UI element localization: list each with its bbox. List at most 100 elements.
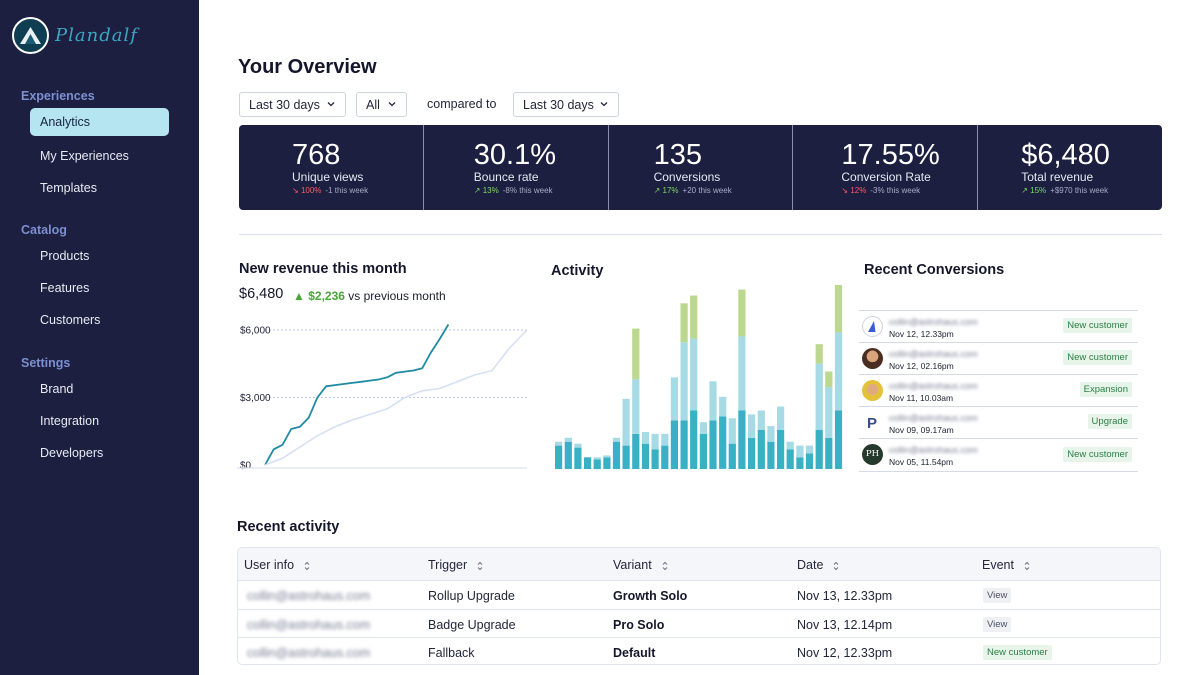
sort-icon: [477, 561, 483, 570]
bar-segment: [777, 406, 785, 430]
revenue-line-chart: $0 $3,000 $6,000: [237, 323, 528, 472]
bar-segment: [584, 457, 592, 469]
sidebar-item-my-experiences[interactable]: My Experiences: [40, 149, 129, 163]
nav-section-settings: Settings: [21, 356, 71, 370]
conversion-email: collin@astrohaus.com: [889, 317, 978, 327]
column-header-date[interactable]: Date: [797, 558, 839, 572]
compare-range-value: Last 30 days: [523, 98, 594, 112]
sort-icon: [834, 561, 839, 570]
stat-delta: 13%: [482, 186, 499, 195]
sidebar-item-customers[interactable]: Customers: [40, 313, 101, 327]
bar-segment: [815, 363, 823, 430]
stat-value: 17.55%: [841, 139, 940, 171]
bar-segment: [805, 445, 814, 454]
cell-trigger: Rollup Upgrade: [428, 589, 515, 603]
avatar: [862, 380, 883, 401]
trend-up-icon: ↗: [1021, 186, 1031, 195]
event-badge: New customer: [983, 645, 1052, 660]
conversion-date: Nov 11, 10.03am: [889, 393, 954, 403]
bar-segment: [564, 441, 572, 469]
column-header-user-info[interactable]: User info: [244, 558, 310, 572]
revenue-delta-suffix: vs previous month: [348, 289, 446, 303]
bar-segment: [612, 441, 621, 469]
nav-section-catalog: Catalog: [21, 223, 67, 237]
bar-segment: [786, 441, 794, 450]
event-badge: View: [983, 588, 1012, 603]
column-header-event[interactable]: Event: [982, 558, 1030, 572]
compared-to-label: compared to: [427, 97, 497, 111]
stat-week: -8% this week: [502, 186, 553, 195]
bar-segment: [719, 416, 727, 469]
bar-segment: [719, 396, 727, 417]
bar-segment: [632, 433, 640, 469]
conversion-row[interactable]: collin@astrohaus.com Nov 12, 02.16pm New…: [859, 342, 1138, 374]
cell-date: Nov 13, 12.33pm: [797, 589, 893, 603]
bar-segment: [815, 344, 823, 364]
conversion-date: Nov 12, 12.33pm: [889, 329, 954, 339]
bar-segment: [834, 332, 843, 411]
revenue-delta-value: $2,236: [308, 289, 345, 303]
stat-delta: 17%: [662, 186, 679, 195]
sidebar-item-templates[interactable]: Templates: [40, 181, 97, 195]
bar-segment: [777, 430, 785, 469]
conversion-email: collin@astrohaus.com: [889, 349, 978, 359]
table-row[interactable]: collin@astrohaus.com Rollup Upgrade Grow…: [238, 581, 1160, 610]
stat-value: $6,480: [1021, 139, 1110, 171]
sidebar-item-analytics[interactable]: Analytics: [30, 108, 169, 136]
brand-logo[interactable]: Plandalf: [12, 17, 138, 54]
conversion-badge: New customer: [1063, 318, 1132, 333]
stat-week: -1 this week: [325, 186, 369, 195]
sidebar-item-developers[interactable]: Developers: [40, 446, 104, 460]
conversion-row[interactable]: P collin@astrohaus.com Nov 09, 09.17am U…: [859, 406, 1138, 438]
compare-range-select[interactable]: Last 30 days: [513, 92, 619, 117]
page-title: Your Overview: [238, 56, 377, 78]
sidebar-item-products[interactable]: Products: [40, 249, 90, 263]
conversion-email: collin@astrohaus.com: [889, 445, 978, 455]
recent-activity-title: Recent activity: [237, 519, 340, 535]
chevron-down-icon: [327, 102, 335, 107]
bar-segment: [622, 398, 630, 446]
bar-segment: [709, 381, 717, 421]
avatar-logo-icon: [862, 316, 883, 337]
chevron-down-icon: [600, 102, 608, 107]
bar-segment: [825, 387, 833, 438]
bar-segment: [738, 289, 746, 337]
bar-segment: [699, 433, 707, 469]
bar-segment: [786, 449, 794, 469]
avatar-initials: PH: [862, 444, 883, 465]
stat-week: +20 this week: [682, 186, 732, 195]
stat-conversion-rate: 17.55% Conversion Rate ↘ 12% -3% this wee…: [793, 125, 979, 210]
sort-icon: [1024, 561, 1030, 570]
conversion-badge: New customer: [1063, 447, 1132, 462]
stat-value: 30.1%: [473, 139, 557, 171]
bar-segment: [593, 457, 601, 460]
avatar: [862, 348, 883, 369]
conversion-row[interactable]: PH collin@astrohaus.com Nov 05, 11.54pm …: [859, 438, 1138, 472]
conversion-row[interactable]: collin@astrohaus.com Nov 11, 10.03am Exp…: [859, 374, 1138, 406]
sidebar-item-integration[interactable]: Integration: [40, 414, 100, 428]
bar-segment: [738, 410, 746, 469]
column-header-variant[interactable]: Variant: [613, 558, 668, 572]
sidebar-item-brand[interactable]: Brand: [40, 382, 74, 396]
bar-segment: [632, 379, 640, 434]
column-header-trigger[interactable]: Trigger: [428, 558, 483, 572]
bar-segment: [651, 449, 659, 469]
date-range-select[interactable]: Last 30 days: [239, 92, 346, 117]
bar-segment: [757, 430, 765, 469]
conversion-date: Nov 09, 09.17am: [889, 425, 954, 435]
table-row[interactable]: collin@astrohaus.com Badge Upgrade Pro S…: [238, 610, 1160, 638]
bar-segment: [603, 455, 611, 458]
bar-segment: [555, 445, 563, 469]
chevron-down-icon: [388, 102, 396, 107]
scope-select[interactable]: All: [356, 92, 407, 117]
bar-segment: [670, 377, 678, 421]
event-badge: View: [983, 616, 1012, 632]
sidebar-item-features[interactable]: Features: [40, 281, 90, 295]
bar-segment: [641, 432, 650, 444]
recent-conversions-title: Recent Conversions: [864, 262, 1005, 278]
cell-date: Nov 13, 12.14pm: [797, 617, 893, 632]
conversion-row[interactable]: collin@astrohaus.com Nov 12, 12.33pm New…: [859, 310, 1138, 342]
y-tick-label: $0: [240, 461, 252, 472]
brand-name: Plandalf: [55, 25, 138, 46]
table-row[interactable]: collin@astrohaus.com Fallback Default No…: [238, 638, 1160, 664]
